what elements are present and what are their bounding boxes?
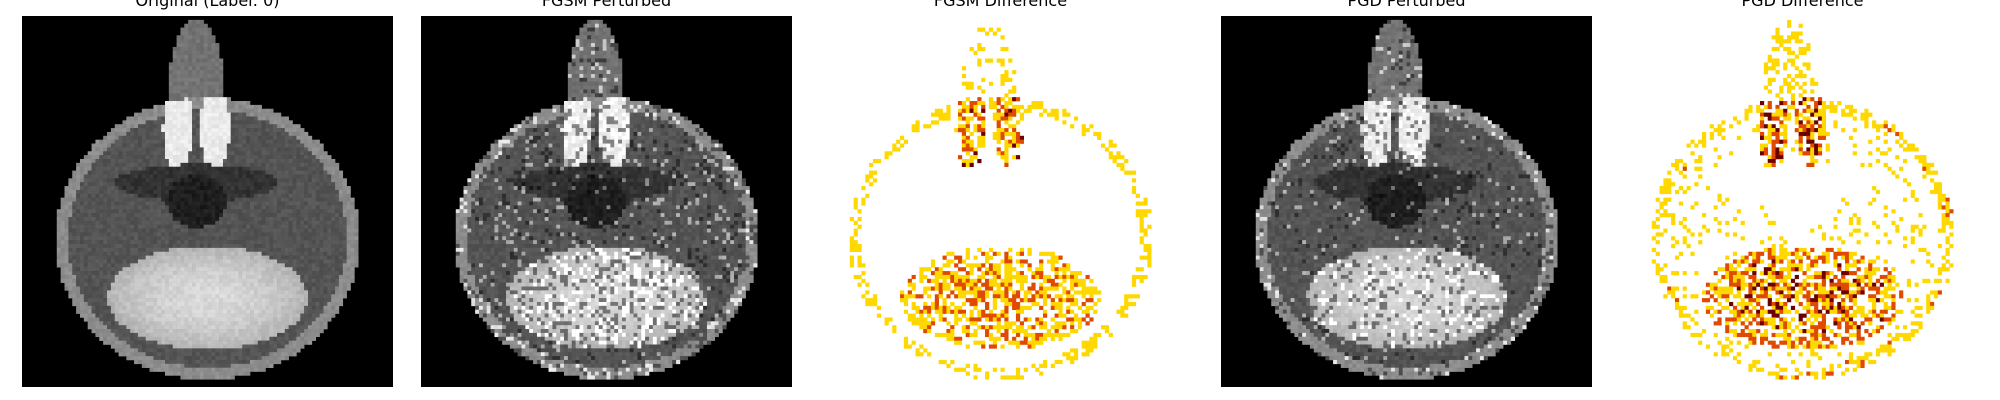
panel-title: PGD Perturbed [1347, 0, 1466, 10]
fgsm-difference-heatmap [815, 16, 1186, 387]
panel-pgd-difference: PGD Difference [1617, 0, 1988, 400]
pgd-perturbed-image [1221, 16, 1592, 387]
pgd-difference-heatmap [1617, 16, 1988, 387]
panel-title: Original (Label: 0) [135, 0, 280, 10]
panel-fgsm-perturbed: FGSM Perturbed [421, 0, 792, 400]
panel-title: PGD Difference [1741, 0, 1864, 10]
image-canvas-pgd-perturbed [1221, 16, 1592, 387]
image-canvas-fgsm-perturbed [421, 16, 792, 387]
panel-title: FGSM Perturbed [541, 0, 672, 10]
image-canvas-pgd-difference [1617, 16, 1988, 387]
original-mri-image [22, 16, 393, 387]
panel-pgd-perturbed: PGD Perturbed [1221, 0, 1592, 400]
panel-original: Original (Label: 0) [22, 0, 393, 400]
panel-fgsm-difference: FGSM Difference [815, 0, 1186, 400]
fgsm-perturbed-image [421, 16, 792, 387]
image-canvas-original [22, 16, 393, 387]
panel-title: FGSM Difference [933, 0, 1068, 10]
image-canvas-fgsm-difference [815, 16, 1186, 387]
